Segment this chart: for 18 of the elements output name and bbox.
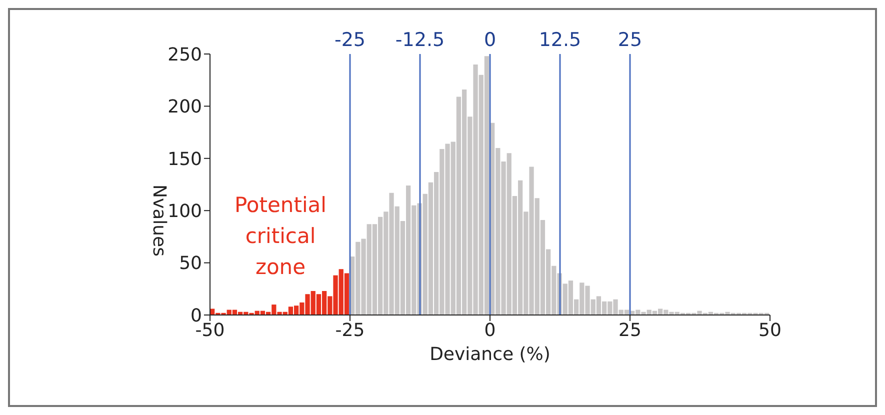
ref-line-label: 0 [484,29,496,51]
ref-line-label: -12.5 [395,29,445,51]
x-tick-label: 25 [618,320,642,341]
y-tick-label: 150 [168,148,202,170]
x-tick-label: -25 [335,320,365,341]
ref-line-label: -25 [334,29,366,51]
y-tick-label: 200 [168,96,202,118]
ref-line-label: 12.5 [538,29,582,51]
y-tick-label: 50 [179,253,202,274]
ref-line-label: 25 [618,29,642,51]
x-tick-label: 0 [484,320,496,341]
y-axis-title: Nvalues [148,184,170,257]
y-tick-label: 250 [168,44,202,66]
y-tick-label: 0 [190,305,202,326]
y-tick-label: 100 [168,200,202,222]
x-tick-label: 50 [758,320,782,341]
x-axis-title: Deviance (%) [430,344,550,365]
annotation: Potential critical zone [234,192,328,281]
